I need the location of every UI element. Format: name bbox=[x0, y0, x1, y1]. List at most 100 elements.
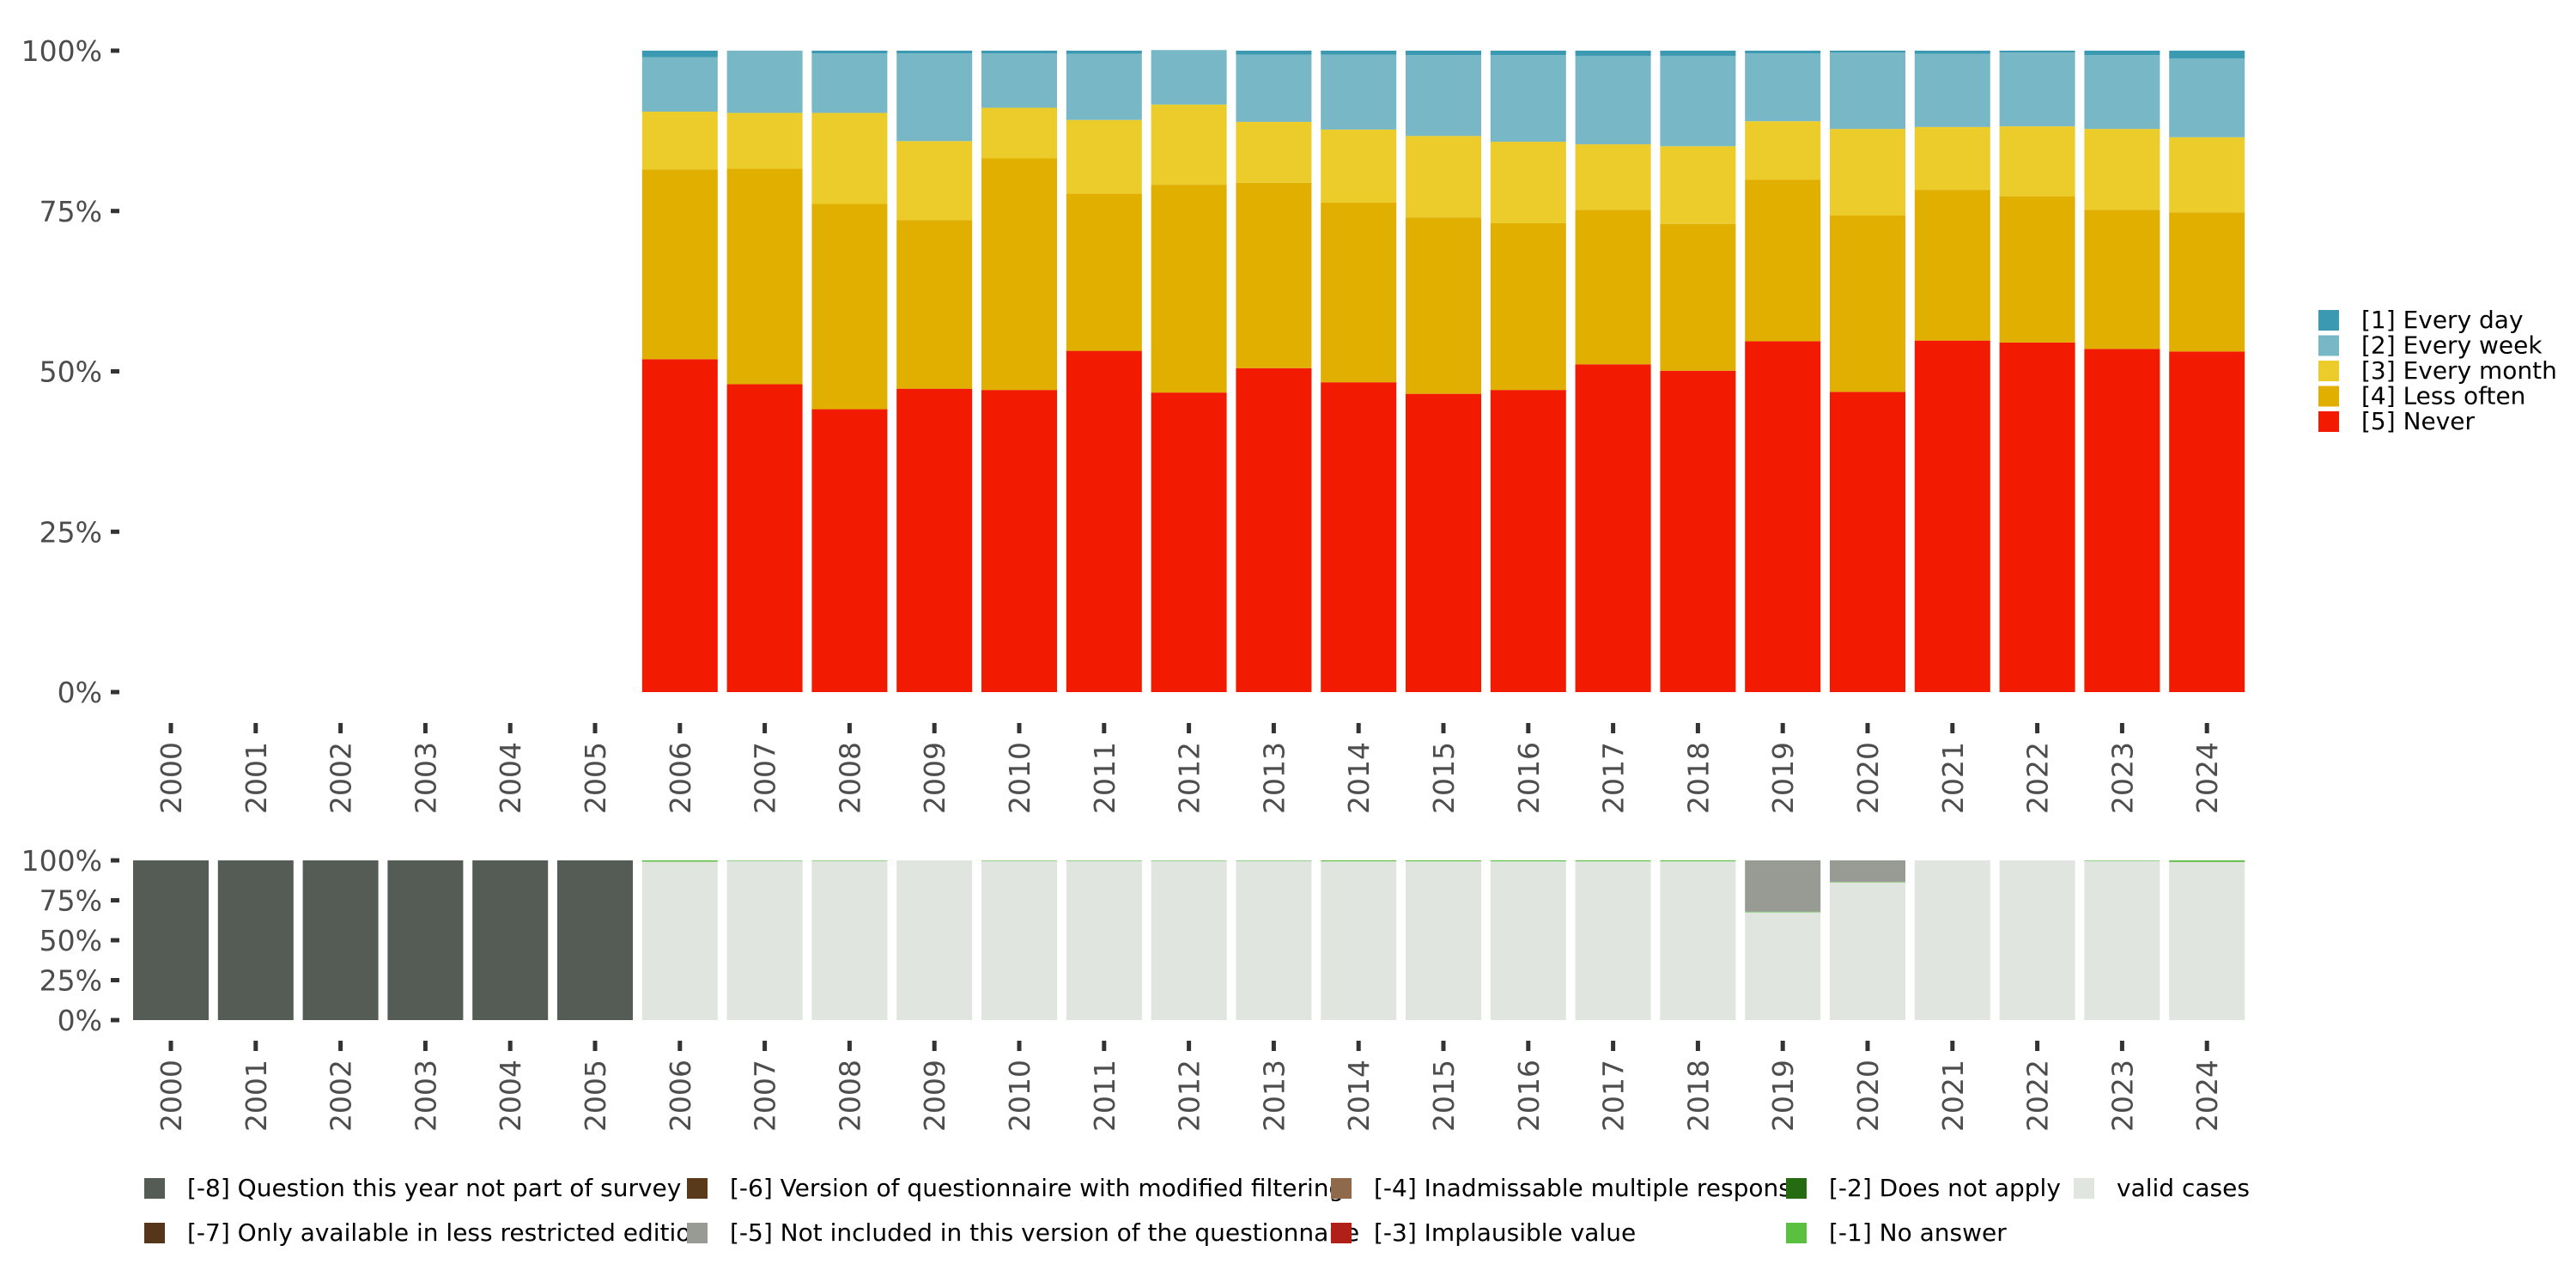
x-tick-label: 2010 bbox=[1003, 1060, 1036, 1132]
x-tick-label: 2005 bbox=[579, 742, 612, 814]
x-tick-label: 2007 bbox=[749, 742, 782, 814]
bar-segment bbox=[981, 390, 1057, 692]
y-tick-mark bbox=[111, 938, 119, 943]
legend-swatch bbox=[2318, 310, 2339, 331]
bar-segment bbox=[2084, 55, 2160, 130]
bar-segment bbox=[1999, 860, 2075, 1020]
bar-segment bbox=[1830, 882, 1905, 1020]
legend-swatch bbox=[2318, 386, 2339, 407]
bar-segment bbox=[1406, 861, 1481, 1020]
bottom-legend: [-8] Question this year not part of surv… bbox=[144, 1174, 2250, 1247]
y-tick-mark bbox=[111, 898, 119, 902]
bar-segment bbox=[1490, 51, 1566, 56]
bar-segment bbox=[2169, 58, 2245, 137]
bottom-plot: 0% 25% 50% 75% 100% 2000 2001 2002 2003 2004 2005 2… bbox=[21, 844, 2245, 1132]
x-tick-label: 2013 bbox=[1257, 742, 1291, 814]
bar-segment bbox=[1575, 861, 1651, 1020]
y-tick-mark bbox=[111, 1018, 119, 1023]
x-tick-mark bbox=[253, 1041, 258, 1051]
x-tick-label: 2020 bbox=[1851, 742, 1885, 814]
bar-segment bbox=[726, 860, 803, 1020]
x-tick-label: 2011 bbox=[1088, 742, 1121, 814]
legend-label: [-4] Inadmissable multiple response bbox=[1374, 1174, 1806, 1202]
bar-segment bbox=[1236, 182, 1312, 368]
x-tick-label: 2008 bbox=[833, 742, 866, 814]
legend-swatch bbox=[1786, 1223, 1807, 1243]
bar-segment bbox=[726, 51, 803, 113]
bar-segment bbox=[1575, 364, 1651, 692]
x-tick-label: 2003 bbox=[409, 1060, 442, 1132]
x-tick-label: 2010 bbox=[1003, 742, 1036, 814]
x-tick-mark bbox=[847, 1041, 852, 1051]
bar-segment bbox=[557, 860, 633, 1020]
x-tick-label: 2000 bbox=[155, 1060, 188, 1132]
x-tick-label: 2017 bbox=[1597, 742, 1631, 814]
bar-segment bbox=[1830, 881, 1905, 883]
bar-segment bbox=[1914, 53, 1990, 127]
bar-segment bbox=[1745, 860, 1821, 912]
bar-segment bbox=[1914, 860, 1990, 1020]
bar-segment bbox=[1406, 136, 1481, 218]
bar-segment bbox=[811, 860, 888, 1020]
bar-segment bbox=[472, 860, 549, 1020]
bar-segment bbox=[811, 52, 888, 113]
x-tick-mark bbox=[1526, 1041, 1531, 1051]
bar-segment bbox=[981, 158, 1057, 391]
x-tick-label: 2006 bbox=[664, 1060, 697, 1132]
y-tick-label: 100% bbox=[21, 844, 102, 878]
x-tick-label: 2023 bbox=[2105, 742, 2139, 814]
x-tick-label: 2019 bbox=[1766, 742, 1800, 814]
y-tick-label: 50% bbox=[39, 355, 102, 389]
x-tick-mark bbox=[1865, 1041, 1870, 1051]
bar-segment bbox=[641, 169, 718, 360]
legend-label: [3] Every month bbox=[2361, 356, 2557, 385]
bar-segment bbox=[1066, 860, 1142, 1020]
bar-segment bbox=[1236, 121, 1312, 183]
bar-segment bbox=[1406, 217, 1481, 394]
bar-segment bbox=[1490, 142, 1566, 223]
bar-segment bbox=[1914, 340, 1990, 692]
x-tick-mark bbox=[1441, 723, 1446, 733]
y-tick-label: 75% bbox=[39, 195, 102, 228]
bar-segment bbox=[981, 52, 1057, 108]
bar-segment bbox=[1914, 51, 1990, 54]
x-tick-label: 2018 bbox=[1681, 1060, 1715, 1132]
x-tick-mark bbox=[1780, 1041, 1785, 1051]
bar-segment bbox=[1914, 126, 1990, 191]
y-tick-mark bbox=[111, 858, 119, 863]
top-legend: [1] Every day[2] Every week[3] Every mon… bbox=[2318, 306, 2557, 435]
x-tick-label: 2021 bbox=[1936, 1060, 1970, 1132]
y-tick-label: 50% bbox=[39, 924, 102, 957]
bar-segment bbox=[1066, 193, 1142, 351]
y-tick-label: 75% bbox=[39, 884, 102, 918]
bar-segment bbox=[2169, 137, 2245, 213]
y-tick-label: 0% bbox=[58, 676, 102, 709]
bar-segment bbox=[1914, 190, 1990, 341]
bar-segment bbox=[1830, 392, 1905, 692]
bar-segment bbox=[2169, 51, 2245, 58]
bar-segment bbox=[2169, 860, 2245, 862]
x-tick-mark bbox=[677, 1041, 683, 1051]
y-tick-mark bbox=[111, 369, 119, 374]
bar-segment bbox=[1151, 860, 1227, 861]
x-tick-mark bbox=[1526, 723, 1531, 733]
x-tick-label: 2023 bbox=[2105, 1060, 2139, 1132]
bar-segment bbox=[811, 204, 888, 410]
bar-segment bbox=[2084, 349, 2160, 692]
legend-label: [-6] Version of questionnaire with modif… bbox=[730, 1174, 1344, 1202]
legend-swatch bbox=[1786, 1178, 1807, 1199]
x-tick-label: 2009 bbox=[918, 1060, 951, 1132]
bar-segment bbox=[1406, 55, 1481, 137]
x-tick-mark bbox=[1695, 1041, 1700, 1051]
legend-label: [-2] Does not apply bbox=[1829, 1174, 2061, 1202]
bar-segment bbox=[981, 107, 1057, 159]
x-tick-label: 2007 bbox=[749, 1060, 782, 1132]
x-tick-mark bbox=[762, 1041, 768, 1051]
bar-segment bbox=[1745, 51, 1821, 53]
x-tick-mark bbox=[1695, 723, 1700, 733]
bar-segment bbox=[1236, 860, 1312, 861]
x-tick-mark bbox=[2035, 723, 2040, 733]
bar-segment bbox=[896, 388, 973, 692]
legend-label: [-1] No answer bbox=[1829, 1218, 2007, 1247]
